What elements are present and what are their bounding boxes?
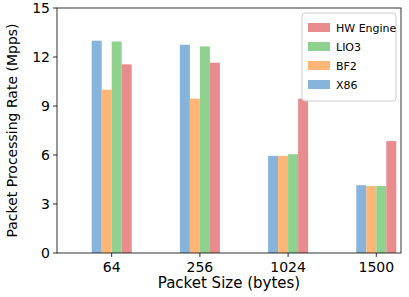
- chart: 0 3 6 9 12 15 64 256 1024 1500 Packet Size (bytes)…: [0, 0, 409, 297]
- legend-swatch: [308, 42, 330, 51]
- bar: [122, 64, 132, 253]
- bar: [366, 186, 376, 253]
- x-tick-label: 64: [103, 259, 121, 275]
- bar: [356, 185, 366, 253]
- bar: [278, 156, 288, 253]
- bar: [210, 63, 220, 253]
- y-tick: [53, 106, 57, 107]
- bar: [200, 46, 210, 253]
- axes-frame: [57, 8, 401, 253]
- y-tick-label: 6: [41, 147, 50, 163]
- bar: [112, 41, 122, 253]
- y-tick: [53, 8, 57, 9]
- y-tick: [53, 253, 57, 254]
- legend-label: LIO3: [336, 41, 361, 54]
- x-tick: [111, 253, 112, 257]
- legend-swatch: [308, 61, 330, 70]
- x-tick: [376, 253, 377, 257]
- y-tick: [53, 155, 57, 156]
- x-tick: [199, 253, 200, 257]
- y-tick-label: 12: [32, 49, 50, 65]
- y-tick-label: 15: [32, 0, 50, 16]
- x-tick: [288, 253, 289, 257]
- bar: [386, 141, 396, 253]
- legend-swatch: [308, 80, 330, 89]
- bar: [92, 41, 102, 253]
- y-axis-label: Packet Processing Rate (Mpps): [4, 23, 20, 237]
- bar: [180, 45, 190, 253]
- y-tick-label: 3: [41, 196, 50, 212]
- bar: [268, 156, 278, 253]
- y-tick: [53, 57, 57, 58]
- legend-label: X86: [336, 79, 358, 92]
- legend-label: BF2: [336, 60, 357, 73]
- y-tick-label: 0: [41, 245, 50, 261]
- x-tick-label: 1500: [358, 259, 394, 275]
- y-tick: [53, 204, 57, 205]
- bar: [298, 99, 308, 253]
- y-tick-label: 9: [41, 98, 50, 114]
- bar: [190, 99, 200, 253]
- chart-svg: 0 3 6 9 12 15 64 256 1024 1500 Packet Size (bytes)…: [0, 0, 409, 297]
- legend: HW Engine LIO3 BF2 X86: [302, 13, 397, 101]
- legend-swatch: [308, 23, 330, 32]
- legend-box: [302, 13, 396, 101]
- bar: [376, 186, 386, 253]
- x-axis-label: Packet Size (bytes): [158, 274, 300, 292]
- legend-label: HW Engine: [336, 22, 397, 35]
- bar: [288, 154, 298, 253]
- bars: [92, 41, 397, 253]
- bar: [102, 90, 112, 253]
- x-tick-label: 1024: [270, 259, 306, 275]
- x-tick-label: 256: [187, 259, 214, 275]
